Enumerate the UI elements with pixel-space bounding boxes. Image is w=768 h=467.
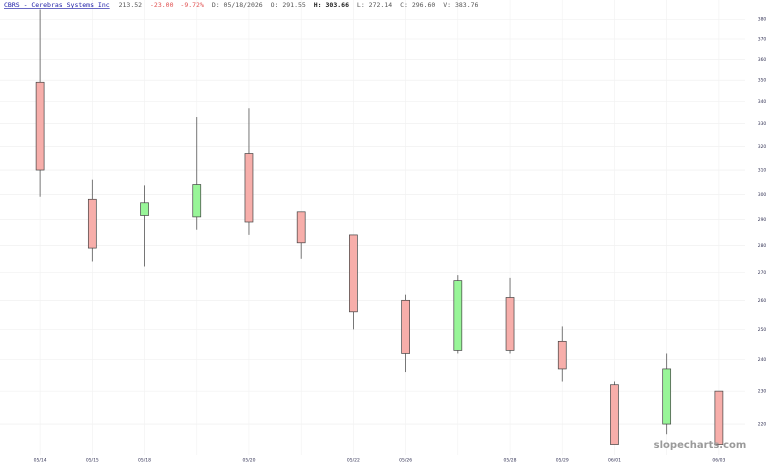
candle-body <box>453 280 463 351</box>
y-tick-label: 260 <box>758 298 767 304</box>
x-tick-label: 05/20 <box>242 458 255 464</box>
y-tick-label: 380 <box>758 17 767 23</box>
x-tick-label: 06/01 <box>608 458 621 464</box>
volume: V: 383.76 <box>443 1 478 9</box>
change: -23.00 <box>150 1 174 9</box>
candle-body <box>192 184 202 218</box>
y-tick-label: 370 <box>758 36 767 42</box>
symbol-link[interactable]: CBRS - Cerebras Systems Inc <box>4 1 110 9</box>
candle-body <box>35 81 45 171</box>
candle-body <box>714 390 724 445</box>
y-tick-label: 300 <box>758 192 767 198</box>
x-tick-label: 05/29 <box>556 458 569 464</box>
date: D: 05/18/2026 <box>212 1 263 9</box>
open: O: 291.55 <box>271 1 306 9</box>
candle-body <box>296 211 306 244</box>
y-tick-label: 350 <box>758 78 767 84</box>
close: C: 296.60 <box>400 1 435 9</box>
x-tick-label: 05/26 <box>399 458 412 464</box>
watermark: slopecharts.com <box>654 440 747 451</box>
x-tick-label: 05/15 <box>86 458 99 464</box>
x-tick-label: 06/03 <box>712 458 725 464</box>
x-tick-label: 05/14 <box>34 458 47 464</box>
y-tick-label: 230 <box>758 389 767 395</box>
y-tick-label: 290 <box>758 217 767 223</box>
y-tick-label: 270 <box>758 270 767 276</box>
candle-body <box>557 340 567 370</box>
candle-body <box>610 384 619 445</box>
y-tick-label: 240 <box>758 357 767 363</box>
candle-body <box>87 198 97 249</box>
y-tick-label: 340 <box>758 99 767 105</box>
y-tick-label: 220 <box>758 422 767 428</box>
change-pct: -9.72% <box>180 1 204 9</box>
candle-body <box>244 153 254 223</box>
low: L: 272.14 <box>357 1 392 9</box>
candle-body <box>349 234 358 313</box>
high: H: 303.66 <box>314 1 349 9</box>
x-tick-label: 05/18 <box>138 458 151 464</box>
candle-body <box>401 299 410 354</box>
last-price: 213.52 <box>119 1 143 9</box>
y-tick-label: 280 <box>758 243 767 249</box>
header: CBRS - Cerebras Systems Inc 213.52 -23.0… <box>4 1 479 9</box>
x-tick-label: 05/28 <box>504 458 517 464</box>
y-tick-label: 360 <box>758 57 767 63</box>
candle-body <box>662 368 672 425</box>
y-tick-label: 320 <box>758 144 767 150</box>
y-tick-label: 250 <box>758 327 767 333</box>
y-tick-label: 310 <box>758 168 767 174</box>
candle-body <box>505 297 515 351</box>
x-tick-label: 05/22 <box>347 458 360 464</box>
y-tick-label: 330 <box>758 121 767 127</box>
candle-body <box>140 202 149 216</box>
